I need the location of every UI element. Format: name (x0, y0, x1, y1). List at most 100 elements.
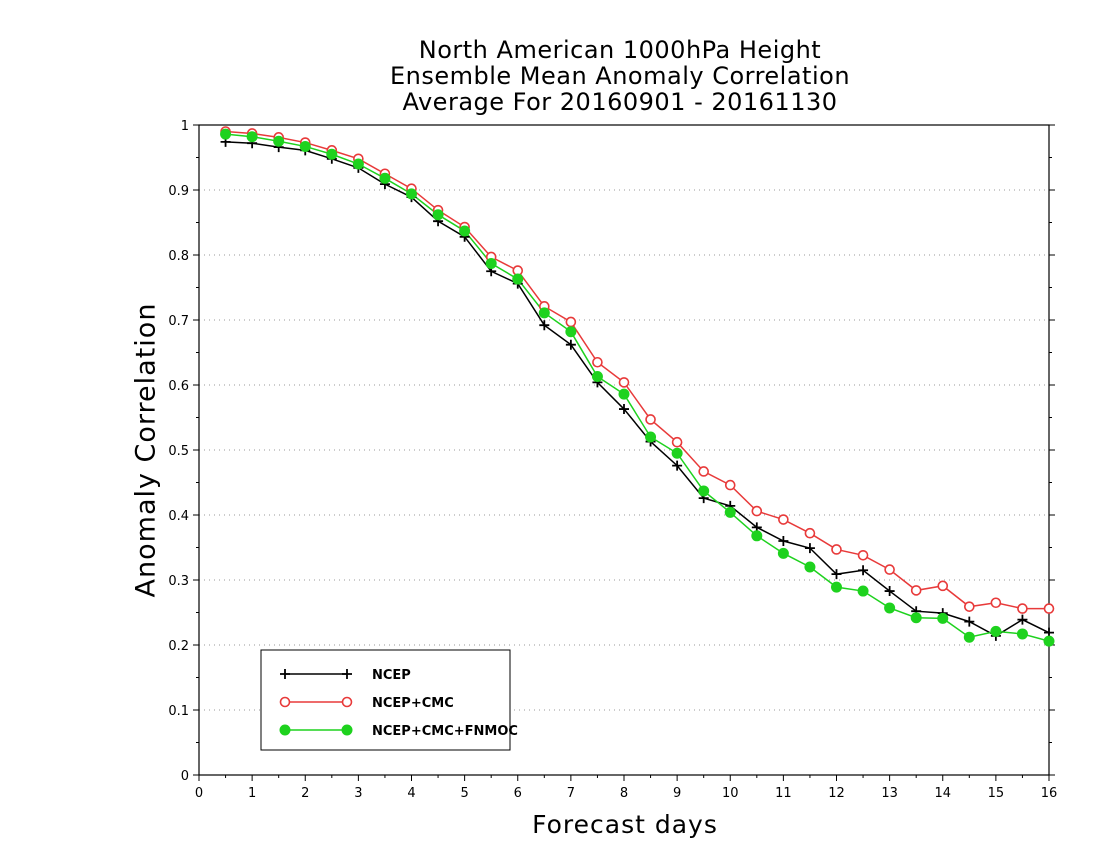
data-point-series-0 (804, 543, 815, 554)
x-tick-label: 10 (722, 786, 739, 801)
data-point-series-2 (406, 188, 417, 200)
data-point-series-0 (778, 536, 789, 546)
legend-label: NCEP+CMC (372, 696, 454, 711)
y-tick-label: 0 (181, 769, 189, 784)
data-point-series-1 (857, 549, 869, 561)
data-point-series-0 (1017, 614, 1028, 625)
x-tick-label: 1 (248, 786, 256, 801)
data-point-series-1 (831, 544, 842, 555)
data-point-series-2 (910, 612, 922, 624)
x-tick-label: 9 (673, 786, 681, 801)
x-tick-label: 11 (775, 786, 792, 801)
chart-title-line-2: Ensemble Mean Anomaly Correlation (389, 62, 851, 90)
data-point-series-1 (724, 479, 736, 491)
data-point-series-1 (1043, 603, 1055, 614)
data-point-series-2 (299, 140, 311, 152)
data-point-series-2 (220, 128, 232, 140)
chart-title-line-1: North American 1000hPa Height (418, 36, 822, 64)
data-point-series-0 (831, 569, 842, 580)
data-point-series-0 (565, 339, 576, 350)
x-tick-label: 3 (354, 786, 362, 801)
y-tick-label: 0.5 (168, 444, 189, 459)
x-tick-label: 0 (195, 786, 203, 801)
data-point-series-2 (804, 561, 816, 573)
y-tick-label: 0.6 (168, 379, 189, 394)
data-point-series-2 (591, 371, 603, 383)
y-tick-label: 0.7 (168, 314, 189, 329)
x-tick-label: 2 (301, 786, 309, 801)
x-tick-label: 16 (1041, 786, 1058, 801)
data-point-series-1 (1017, 603, 1028, 614)
data-point-series-2 (698, 485, 710, 497)
data-point-series-2 (485, 257, 497, 269)
data-point-series-2 (831, 581, 842, 593)
data-point-series-2 (246, 131, 258, 143)
data-point-series-2 (1016, 628, 1028, 640)
data-point-series-1 (778, 514, 789, 525)
data-point-series-2 (379, 172, 391, 184)
data-point-series-2 (352, 158, 364, 170)
legend-marker (341, 724, 353, 736)
data-point-series-2 (857, 585, 869, 597)
data-point-series-2 (671, 447, 683, 459)
chart-title-line-3: Average For 20160901 - 20161130 (402, 88, 838, 116)
data-point-series-1 (565, 316, 577, 328)
data-point-series-2 (751, 530, 763, 542)
data-point-series-1 (618, 377, 630, 388)
series-line-0 (225, 141, 1050, 637)
y-tick-label: 0.3 (168, 574, 189, 589)
legend-marker (279, 696, 291, 708)
legend-box (260, 649, 511, 751)
x-tick-label: 13 (881, 786, 898, 801)
legend-label: NCEP+CMC+FNMOC (372, 724, 518, 739)
data-point-series-2 (937, 612, 949, 624)
data-point-series-2 (273, 135, 285, 147)
data-point-series-0 (884, 586, 895, 597)
legend-marker (280, 669, 290, 679)
data-point-series-2 (459, 225, 471, 237)
y-tick-label: 0.9 (168, 184, 189, 199)
legend-marker (341, 696, 353, 708)
data-point-series-2 (432, 209, 444, 221)
y-tick-label: 0.1 (168, 704, 189, 719)
x-tick-label: 8 (620, 786, 628, 801)
data-point-series-1 (804, 527, 816, 539)
data-point-series-0 (619, 404, 629, 415)
legend-marker (342, 669, 352, 679)
series-line-2 (225, 133, 1050, 642)
data-point-series-1 (964, 601, 975, 612)
x-tick-label: 6 (514, 786, 522, 801)
x-tick-label: 15 (988, 786, 1005, 801)
x-tick-label: 7 (567, 786, 575, 801)
data-point-series-1 (698, 466, 709, 477)
data-point-series-2 (618, 388, 630, 400)
y-tick-label: 0.8 (168, 249, 189, 264)
data-point-series-1 (645, 414, 656, 425)
data-point-series-2 (884, 602, 896, 614)
data-point-series-2 (724, 506, 736, 518)
data-point-series-2 (565, 326, 577, 338)
data-point-series-2 (777, 547, 789, 559)
data-point-series-1 (884, 564, 895, 575)
legend-marker (279, 724, 291, 736)
data-point-series-1 (990, 597, 1002, 609)
y-tick-label: 1 (181, 119, 189, 134)
data-point-series-2 (512, 273, 524, 285)
y-tick-label: 0.4 (168, 509, 189, 524)
data-point-series-1 (910, 585, 922, 596)
series-line-1 (225, 130, 1049, 610)
data-point-series-2 (1043, 635, 1055, 647)
data-point-series-1 (592, 356, 603, 368)
data-point-series-2 (963, 631, 975, 643)
y-tick-label: 0.2 (168, 639, 189, 654)
x-tick-label: 4 (407, 786, 415, 801)
data-point-series-1 (751, 505, 763, 517)
data-point-series-1 (671, 436, 683, 448)
data-point-series-2 (326, 148, 338, 160)
data-point-series-1 (937, 580, 949, 592)
x-tick-label: 12 (828, 786, 845, 801)
x-tick-label: 5 (460, 786, 468, 801)
data-point-series-2 (990, 625, 1002, 637)
data-point-series-2 (645, 431, 657, 443)
